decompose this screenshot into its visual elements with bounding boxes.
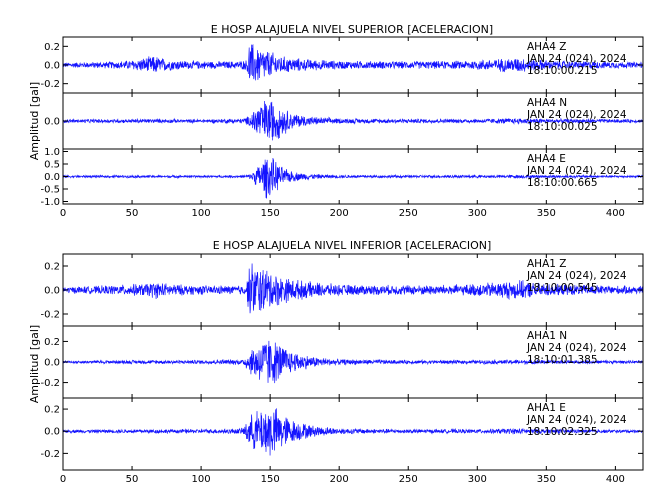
station-label: AHA4 Z xyxy=(527,41,566,53)
y-tick-label: 0.0 xyxy=(44,117,60,128)
waveform-trace xyxy=(63,408,643,456)
y-tick-label: 0.0 xyxy=(44,358,60,369)
station-label: AHA1 Z xyxy=(527,258,566,270)
x-tick-label: 0 xyxy=(60,474,66,485)
x-tick-label: 150 xyxy=(261,208,280,219)
date-label: JAN 24 (024), 2024 xyxy=(526,414,627,426)
waveform-trace xyxy=(63,340,643,384)
x-tick-label: 100 xyxy=(192,208,211,219)
station-label: AHA4 E xyxy=(527,153,566,165)
y-tick-label: 0.0 xyxy=(44,61,60,72)
y-tick-label: -0.2 xyxy=(40,449,60,460)
date-label: JAN 24 (024), 2024 xyxy=(526,270,627,282)
figure-title: E HOSP ALAJUELA NIVEL INFERIOR [ACELERAC… xyxy=(213,239,492,252)
figure-superior: E HOSP ALAJUELA NIVEL SUPERIOR [ACELERAC… xyxy=(28,23,644,219)
x-tick-label: 350 xyxy=(537,474,556,485)
y-tick-label: 0.0 xyxy=(44,427,60,438)
station-label: AHA1 E xyxy=(527,402,566,414)
y-tick-label: 0.5 xyxy=(44,160,60,171)
x-tick-label: 400 xyxy=(606,474,625,485)
x-tick-label: 350 xyxy=(537,208,556,219)
time-label: 18:10:00.545 xyxy=(527,282,598,294)
y-axis-label: Amplitud [gal] xyxy=(28,325,41,403)
y-tick-label: -0.2 xyxy=(40,79,60,90)
x-tick-label: 300 xyxy=(468,474,487,485)
time-label: 18:10:00.025 xyxy=(527,121,598,133)
waveform-trace xyxy=(63,44,643,81)
waveform-trace xyxy=(63,101,643,141)
y-tick-label: 0.2 xyxy=(44,262,60,273)
x-tick-label: 250 xyxy=(399,208,418,219)
y-tick-label: -0.2 xyxy=(40,310,60,321)
waveform-trace xyxy=(63,263,643,314)
x-tick-label: 50 xyxy=(126,474,139,485)
x-tick-label: 100 xyxy=(192,474,211,485)
figure-title: E HOSP ALAJUELA NIVEL SUPERIOR [ACELERAC… xyxy=(211,23,493,36)
y-tick-label: -1.0 xyxy=(40,197,60,208)
y-tick-label: 0.0 xyxy=(44,286,60,297)
date-label: JAN 24 (024), 2024 xyxy=(526,342,627,354)
station-label: AHA1 N xyxy=(527,330,567,342)
time-label: 18:10:01.385 xyxy=(527,354,598,366)
y-tick-label: 1.0 xyxy=(44,147,60,158)
time-label: 18:10:00.665 xyxy=(527,177,598,189)
station-label: AHA4 N xyxy=(527,97,567,109)
date-label: JAN 24 (024), 2024 xyxy=(526,109,627,121)
x-tick-label: 150 xyxy=(261,474,280,485)
y-tick-label: -0.2 xyxy=(40,378,60,389)
y-tick-label: 0.0 xyxy=(44,172,60,183)
panel-frame xyxy=(62,397,644,471)
x-tick-label: 200 xyxy=(330,474,349,485)
waveform-trace xyxy=(63,157,643,199)
x-tick-label: 250 xyxy=(399,474,418,485)
y-tick-label: 0.2 xyxy=(44,337,60,348)
y-axis-label: Amplitud [gal] xyxy=(28,82,41,160)
date-label: JAN 24 (024), 2024 xyxy=(526,53,627,65)
figure-inferior: E HOSP ALAJUELA NIVEL INFERIOR [ACELERAC… xyxy=(28,239,644,485)
y-tick-label: 0.2 xyxy=(44,42,60,53)
date-label: JAN 24 (024), 2024 xyxy=(526,165,627,177)
time-label: 18:10:00.215 xyxy=(527,65,598,77)
x-tick-label: 400 xyxy=(606,208,625,219)
x-tick-label: 0 xyxy=(60,208,66,219)
x-tick-label: 50 xyxy=(126,208,139,219)
x-tick-label: 200 xyxy=(330,208,349,219)
y-tick-label: 0.2 xyxy=(44,405,60,416)
time-label: 18:10:02.325 xyxy=(527,426,598,438)
x-tick-label: 300 xyxy=(468,208,487,219)
y-tick-label: -0.5 xyxy=(40,185,60,196)
